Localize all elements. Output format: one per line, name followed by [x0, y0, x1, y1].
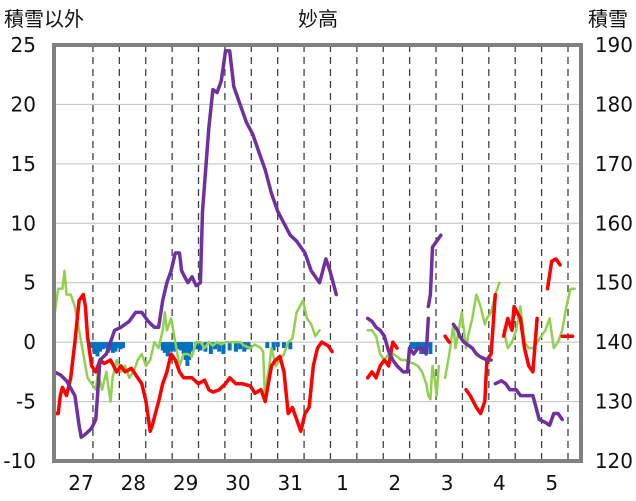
- precip-bar: [160, 342, 165, 351]
- x-tick-label: 27: [68, 471, 93, 495]
- left-tick-label: 25: [11, 33, 36, 57]
- precip-bar: [412, 342, 417, 350]
- right-axis-ticks: 120 130 140 150 160 170 180 190: [595, 33, 633, 473]
- precip-bar: [95, 342, 100, 357]
- chart-title: 妙高: [298, 7, 338, 31]
- x-tick-label: 30: [225, 471, 250, 495]
- x-tick-label: 29: [173, 471, 198, 495]
- precip-bar: [189, 342, 194, 352]
- precip-bar: [217, 342, 222, 352]
- precip-bar: [233, 342, 238, 352]
- precip-bar: [422, 342, 427, 355]
- precip-bar: [265, 342, 270, 349]
- left-tick-label: 15: [11, 152, 36, 176]
- x-tick-label: 1: [336, 471, 349, 495]
- precip-bar: [115, 342, 120, 349]
- precip-bar: [198, 342, 203, 351]
- series-lines: [52, 49, 576, 439]
- precip-bar: [187, 342, 192, 360]
- precip-bar: [100, 342, 105, 350]
- precip-bar: [179, 342, 184, 351]
- left-axis-label: 積雪以外: [4, 7, 84, 31]
- precip-bar: [165, 342, 170, 357]
- x-tick-label: 3: [441, 471, 454, 495]
- temp-line: [464, 292, 498, 416]
- x-tick-label: 2: [388, 471, 401, 495]
- precip-bar: [208, 342, 213, 355]
- precip-bar: [170, 342, 175, 351]
- precip-bar: [246, 342, 251, 350]
- right-tick-label: 160: [595, 211, 633, 235]
- precip-bar: [92, 342, 97, 355]
- right-tick-label: 140: [595, 330, 633, 354]
- left-tick-label: 10: [11, 211, 36, 235]
- precip-bar: [121, 342, 126, 349]
- right-axis-label: 積雪: [588, 7, 628, 31]
- right-tick-label: 130: [595, 390, 633, 414]
- precip-bar: [213, 342, 218, 350]
- right-tick-label: 180: [595, 92, 633, 116]
- precip-bar: [227, 342, 232, 351]
- plot-frame: [52, 43, 583, 463]
- x-tick-label: 5: [545, 471, 558, 495]
- precip-bar: [282, 342, 287, 349]
- temp-line: [365, 340, 399, 380]
- precip-bar: [118, 342, 123, 350]
- precip-bar: [113, 342, 118, 352]
- snow-line: [426, 233, 443, 309]
- temp-line: [52, 292, 334, 434]
- precip-bar: [168, 342, 173, 352]
- precip-bar: [110, 342, 115, 353]
- precip-bar: [271, 342, 276, 351]
- temp-line: [501, 304, 539, 374]
- snow-line: [451, 322, 493, 362]
- precip-bar: [221, 342, 226, 355]
- precip-bar: [275, 342, 280, 347]
- precip-bar: [428, 342, 433, 355]
- snow-line: [493, 379, 564, 428]
- humidity-line: [52, 269, 321, 403]
- precip-bar: [409, 342, 414, 349]
- precip-bar: [98, 342, 103, 352]
- left-axis-ticks: -10 -5 0 5 10 15 20 25: [3, 33, 36, 473]
- snow-line: [52, 49, 339, 439]
- x-tick-label: 28: [121, 471, 146, 495]
- x-axis-day-labels: 27 28 29 30 31 1 2 3 4 5: [68, 471, 558, 495]
- precip-bar: [103, 342, 108, 349]
- right-tick-label: 190: [595, 33, 633, 57]
- left-tick-label: 5: [23, 271, 36, 295]
- x-tick-label: 4: [493, 471, 506, 495]
- x-tick-label: 31: [277, 471, 302, 495]
- precip-bar: [162, 342, 167, 353]
- right-tick-label: 120: [595, 449, 633, 473]
- precip-bar: [288, 342, 293, 350]
- left-tick-label: 0: [23, 330, 36, 354]
- right-tick-label: 150: [595, 271, 633, 295]
- precip-bar: [176, 342, 181, 350]
- precip-bar: [89, 342, 94, 349]
- left-tick-label: -10: [3, 449, 36, 473]
- left-tick-label: -5: [16, 390, 36, 414]
- left-tick-label: 20: [11, 92, 36, 116]
- temp-line: [545, 257, 562, 291]
- snow-line: [365, 316, 431, 374]
- precip-bar: [238, 342, 243, 350]
- temp-line: [443, 334, 452, 344]
- precip-bar: [415, 342, 420, 351]
- right-tick-label: 170: [595, 152, 633, 176]
- precip-bar: [181, 342, 186, 355]
- humidity-line: [443, 281, 501, 380]
- grid: [54, 45, 581, 461]
- humidity-line: [502, 287, 576, 350]
